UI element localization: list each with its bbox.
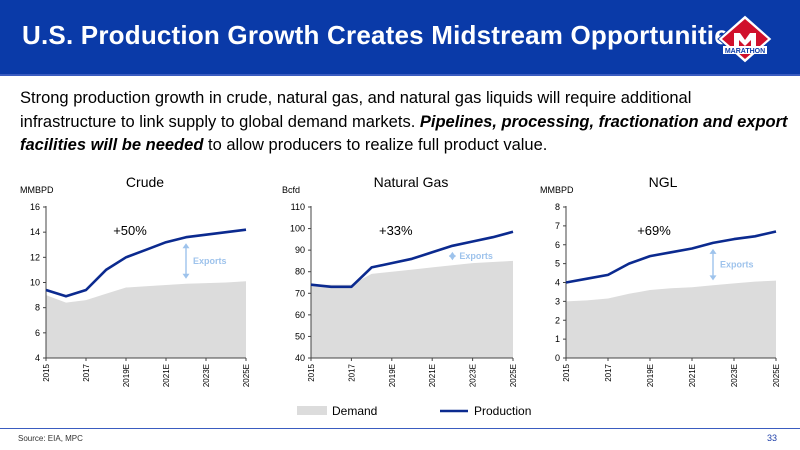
y-tick-label: 6 xyxy=(35,328,40,338)
x-tick-label: 2023E xyxy=(202,364,211,387)
y-tick-label: 3 xyxy=(555,296,560,306)
y-tick-label: 0 xyxy=(555,353,560,363)
header-bar: U.S. Production Growth Creates Midstream… xyxy=(0,0,800,74)
source-note: Source: EIA, MPC xyxy=(18,434,83,443)
y-tick-label: 6 xyxy=(555,240,560,250)
production-line xyxy=(565,230,777,284)
growth-annotation: +69% xyxy=(637,223,671,238)
x-tick-label: 2021E xyxy=(688,364,697,387)
chart-title: Crude xyxy=(126,174,164,190)
x-tick-label: 2021E xyxy=(162,364,171,387)
intro-emphasis: Pipelines, processing, fractionation and… xyxy=(20,112,788,155)
exports-arrowhead-top xyxy=(709,248,717,254)
y-tick-label: 12 xyxy=(30,252,40,262)
y-tick-label: 8 xyxy=(35,303,40,313)
y-tick-label: 90 xyxy=(295,245,305,255)
intro-text: Strong production growth in crude, natur… xyxy=(20,89,692,131)
intro-paragraph: Strong production growth in crude, natur… xyxy=(20,87,788,158)
growth-annotation: +50% xyxy=(113,223,147,238)
header-divider xyxy=(0,74,800,76)
x-tick-label: 2017 xyxy=(82,363,91,381)
marathon-logo: MARATHON xyxy=(717,14,773,64)
x-tick-label: 2015 xyxy=(307,363,316,381)
x-tick-label: 2025E xyxy=(772,364,781,387)
y-tick-label: 4 xyxy=(35,353,40,363)
y-tick-label: 2 xyxy=(555,315,560,325)
x-tick-label: 2015 xyxy=(42,363,51,381)
y-tick-label: 40 xyxy=(295,353,305,363)
exports-arrowhead-bottom xyxy=(448,255,456,261)
y-tick-label: 14 xyxy=(30,227,40,237)
page-number: 33 xyxy=(767,433,778,443)
y-tick-label: 80 xyxy=(295,267,305,277)
x-tick-label: 2019E xyxy=(122,364,131,387)
y-tick-label: 60 xyxy=(295,310,305,320)
y-tick-label: 8 xyxy=(555,202,560,212)
y-unit-label: Bcfd xyxy=(282,185,300,195)
y-tick-label: 4 xyxy=(555,278,560,288)
y-tick-label: 100 xyxy=(290,224,305,234)
y-tick-label: 1 xyxy=(555,334,560,344)
production-line xyxy=(310,230,514,289)
x-tick-label: 2017 xyxy=(347,363,356,381)
y-tick-label: 5 xyxy=(555,259,560,269)
chart-title: Natural Gas xyxy=(374,174,449,190)
y-tick-label: 50 xyxy=(295,331,305,341)
chart-title: NGL xyxy=(649,174,678,190)
x-tick-label: 2023E xyxy=(469,364,478,387)
x-tick-label: 2025E xyxy=(509,364,518,387)
demand-area xyxy=(311,260,513,358)
y-tick-label: 7 xyxy=(555,221,560,231)
exports-label: Exports xyxy=(720,260,754,270)
y-unit-label: MMBPD xyxy=(20,185,54,195)
legend-demand-swatch xyxy=(297,406,327,415)
y-tick-label: 110 xyxy=(291,202,305,212)
page-title: U.S. Production Growth Creates Midstream… xyxy=(22,20,744,50)
y-tick-label: 70 xyxy=(295,288,305,298)
legend-demand-label: Demand xyxy=(332,404,377,418)
exports-arrowhead-bottom xyxy=(182,273,190,279)
legend-production-label: Production xyxy=(474,404,531,418)
y-tick-label: 10 xyxy=(30,278,40,288)
intro-text-end: to allow producers to realize full produ… xyxy=(208,136,548,154)
exports-label: Exports xyxy=(193,256,227,266)
growth-annotation: +33% xyxy=(379,223,413,238)
exports-label: Exports xyxy=(459,251,493,261)
x-tick-label: 2017 xyxy=(604,363,613,381)
svg-text:MARATHON: MARATHON xyxy=(725,48,765,55)
x-tick-label: 2015 xyxy=(562,363,571,381)
y-unit-label: MMBPD xyxy=(540,185,574,195)
demand-area xyxy=(566,280,776,358)
exports-arrowhead-bottom xyxy=(709,275,717,281)
exports-arrowhead-top xyxy=(182,243,190,249)
demand-area xyxy=(46,281,246,358)
x-tick-label: 2019E xyxy=(388,364,397,387)
x-tick-label: 2021E xyxy=(428,364,437,387)
x-tick-label: 2025E xyxy=(242,364,251,387)
x-tick-label: 2019E xyxy=(646,364,655,387)
footer-divider xyxy=(0,428,800,429)
production-line xyxy=(45,228,247,298)
y-tick-label: 16 xyxy=(30,202,40,212)
x-tick-label: 2023E xyxy=(730,364,739,387)
